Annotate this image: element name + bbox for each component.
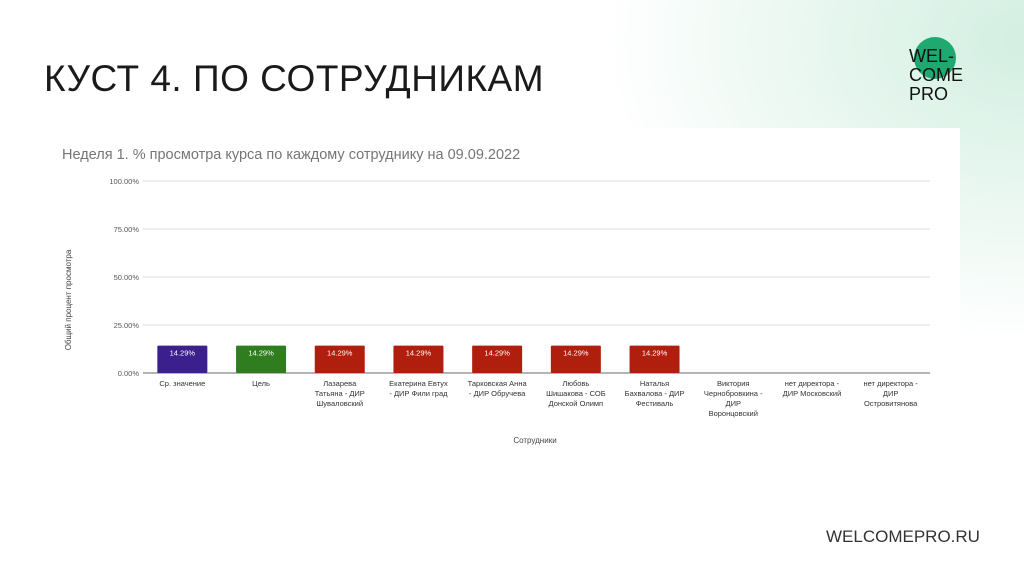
- x-tick-label: Шишакова - СОБ: [546, 389, 606, 398]
- x-tick-label: ДИР: [883, 389, 898, 398]
- chart-card: Неделя 1. % просмотра курса по каждому с…: [40, 128, 960, 500]
- data-label: 14.29%: [642, 349, 668, 358]
- y-tick-label: 50.00%: [114, 273, 140, 282]
- x-tick-label: Воронцовский: [709, 409, 758, 418]
- x-tick-label: Цель: [252, 379, 270, 388]
- bar-chart: Неделя 1. % просмотра курса по каждому с…: [62, 147, 930, 445]
- bar: [157, 345, 208, 373]
- logo-line: WEL-: [909, 46, 954, 66]
- x-tick-label: Наталья: [640, 379, 669, 388]
- y-tick-label: 100.00%: [109, 177, 139, 186]
- bar: [629, 345, 680, 373]
- footer-url: WELCOMEPRO.RU: [826, 527, 980, 546]
- y-tick-label: 0.00%: [118, 369, 140, 378]
- x-tick-label: Любовь: [562, 379, 589, 388]
- x-tick-label: Екатерина Евтух: [389, 379, 448, 388]
- bar: [314, 345, 365, 373]
- bar: [393, 345, 444, 373]
- x-tick-label: Лазарева: [323, 379, 357, 388]
- x-tick-label: Татьяна - ДИР: [315, 389, 365, 398]
- x-tick-label: Бахвалова - ДИР: [625, 389, 685, 398]
- x-tick-label: ДИР Московский: [783, 389, 842, 398]
- logo-line: PRO: [909, 84, 948, 104]
- x-tick-label: нет директора -: [863, 379, 918, 388]
- x-tick-label: Фестиваль: [636, 399, 674, 408]
- x-tick-label: нет директора -: [785, 379, 840, 388]
- x-tick-label: Донской Олимп: [549, 399, 604, 408]
- data-label: 14.29%: [563, 349, 589, 358]
- bar: [236, 345, 287, 373]
- y-axis-label: Общий процент просмотра: [64, 249, 73, 350]
- data-label: 14.29%: [170, 349, 196, 358]
- data-label: 14.29%: [248, 349, 274, 358]
- x-tick-label: Чернобровкина -: [704, 389, 763, 398]
- data-label: 14.29%: [484, 349, 510, 358]
- x-tick-label: Виктория: [717, 379, 750, 388]
- x-axis-label: Сотрудники: [513, 436, 556, 445]
- bar: [472, 345, 523, 373]
- page-title: КУСТ 4. ПО СОТРУДНИКАМ: [44, 58, 545, 99]
- data-label: 14.29%: [327, 349, 353, 358]
- x-tick-label: Шуваловский: [316, 399, 363, 408]
- logo-line: COME: [909, 65, 963, 85]
- data-label: 14.29%: [406, 349, 432, 358]
- x-tick-label: Ср. значение: [159, 379, 205, 388]
- y-tick-label: 25.00%: [114, 321, 140, 330]
- chart-title: Неделя 1. % просмотра курса по каждому с…: [62, 147, 520, 163]
- x-tick-label: Островитянова: [864, 399, 918, 408]
- y-tick-label: 75.00%: [114, 225, 140, 234]
- x-tick-label: - ДИР Обручева: [469, 389, 526, 398]
- x-tick-label: - ДИР Фили град: [389, 389, 448, 398]
- x-tick-label: ДИР: [726, 399, 741, 408]
- welcomepro-logo: WEL- COME PRO: [909, 37, 963, 104]
- x-tick-label: Тарковская Анна: [468, 379, 528, 388]
- bar: [550, 345, 601, 373]
